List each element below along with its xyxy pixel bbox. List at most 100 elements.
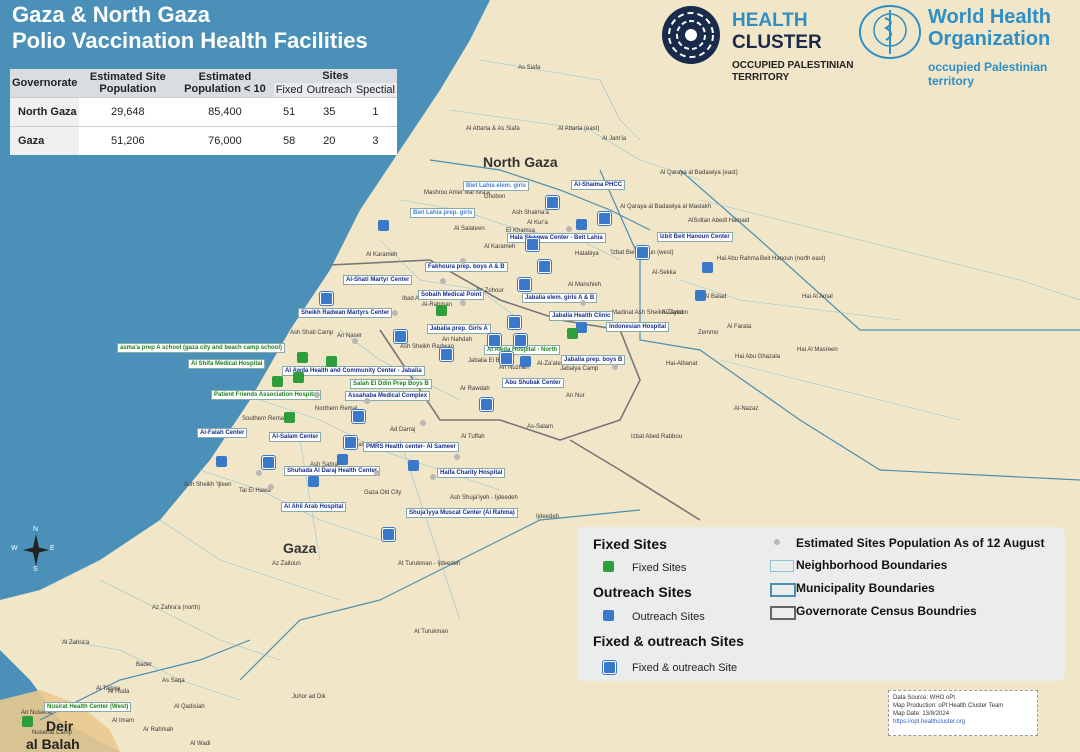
neighborhood-label: Al Qaraya al Badawiya (east) — [660, 170, 738, 176]
outreach-site-icon[interactable] — [576, 219, 587, 230]
neighborhood-label: An Naser — [337, 333, 363, 339]
neighborhood-label: As Saqa — [162, 678, 185, 684]
neighborhood-label: Madinat Ash Sheikh Zayed — [612, 310, 684, 316]
fixed-site-icon[interactable] — [297, 352, 308, 363]
fixed-outreach-site-icon[interactable] — [518, 278, 531, 291]
neighborhood-label: Zemmo — [698, 330, 719, 336]
neighborhood-label: El Khamsa — [506, 228, 536, 234]
summary-table: Governorate Estimated Site Population Es… — [10, 69, 397, 155]
fixed-outreach-site-icon[interactable] — [508, 316, 521, 329]
facility-label: Al-Salam Center — [269, 432, 322, 442]
neighborhood-label: Al Manshieh — [568, 282, 602, 288]
neighborhood-boundaries — [59, 59, 1080, 701]
neighborhood-label: Al Jam'ia — [602, 136, 627, 142]
population-dot-icon — [454, 454, 460, 460]
cell-governorate: North Gaza — [10, 97, 80, 127]
fixed-site-icon[interactable] — [22, 716, 33, 727]
neighborhood-label: Nuseirat Camp — [32, 730, 73, 736]
neighborhood-label: Al Balad — [704, 294, 727, 300]
who-sub1: occupied Palestinian — [928, 60, 1048, 74]
cell-pop: 51,206 — [79, 126, 177, 155]
fixed-site-icon[interactable] — [567, 328, 578, 339]
fixed-outreach-site-icon[interactable] — [538, 260, 551, 273]
fixed-site-icon[interactable] — [436, 305, 447, 316]
facility-label: Al-Falah Center — [197, 428, 248, 438]
outreach-site-icon[interactable] — [576, 322, 587, 333]
col-pop: Estimated Site Population — [79, 69, 177, 98]
outreach-site-icon[interactable] — [408, 460, 419, 471]
fixed-outreach-site-icon[interactable] — [514, 334, 527, 347]
map-title-line2: Polio Vaccination Health Facilities — [12, 28, 368, 53]
fixed-outreach-site-icon[interactable] — [320, 292, 333, 305]
facility-label: Izbit Beit Hanoun Center — [657, 232, 733, 242]
legend-fixed-icon — [603, 561, 614, 572]
fixed-outreach-site-icon[interactable] — [480, 398, 493, 411]
neighborhood-label: Al Karameh — [484, 244, 516, 250]
facility-label: Shuhada Al Daraj Health Center — [284, 466, 381, 476]
neighborhood-label: Al Huda — [108, 689, 130, 695]
neighborhood-label: Az Zahra'a (north) — [152, 605, 201, 611]
legend-both-header: Fixed & outreach Sites — [593, 633, 744, 649]
who-logo: World Health Organization occupied Pales… — [858, 4, 1068, 94]
outreach-site-icon[interactable] — [378, 220, 389, 231]
facility-label: Shuja'iyya Muscat Center (Al Rahma) — [406, 508, 518, 518]
neighborhood-label: Ijdeedeh — [536, 514, 560, 520]
legend-neighborhood: Neighborhood Boundaries — [796, 558, 948, 572]
hc-sub2: TERRITORY — [732, 72, 790, 83]
neighborhood-label: Hai Al Amal — [802, 294, 833, 300]
neighborhood-label: Al Imam — [112, 718, 135, 724]
who-emblem-icon — [859, 5, 921, 59]
outreach-site-icon[interactable] — [520, 356, 531, 367]
neighborhood-label: Al Tuffah — [461, 434, 485, 440]
fixed-outreach-site-icon[interactable] — [546, 196, 559, 209]
fixed-outreach-site-icon[interactable] — [382, 528, 395, 541]
facility-label: Al Awda Health and Community Center - Ja… — [282, 366, 425, 376]
facility-label: Nusirat Health Center (West) — [44, 702, 132, 712]
outreach-site-icon[interactable] — [702, 262, 713, 273]
facility-label: Abu Shubak Center — [502, 378, 564, 388]
legend-fixed-item: Fixed Sites — [632, 562, 687, 574]
fixed-outreach-site-icon[interactable] — [636, 246, 649, 259]
legend-fixed-header: Fixed Sites — [593, 536, 667, 552]
facility-label: Jabalia Health Clinic — [549, 311, 614, 321]
legend-pop-dot-icon — [774, 539, 780, 545]
legend-municipality-swatch — [770, 583, 796, 597]
fixed-outreach-site-icon[interactable] — [526, 238, 539, 251]
fixed-site-icon[interactable] — [284, 412, 295, 423]
outreach-site-icon[interactable] — [695, 290, 706, 301]
fixed-site-icon[interactable] — [293, 372, 304, 383]
credit-date: Map Date: 13/8/2024 — [893, 711, 950, 717]
facility-label: Sheikh Radwan Martyrs Center — [298, 308, 393, 318]
health-cluster-swirl-icon — [662, 6, 720, 64]
map-title-line1: Gaza & North Gaza — [12, 2, 211, 27]
neighborhood-label: Beit Hanoun (north east) — [760, 256, 826, 262]
facility-label: Biet Lahia elem. girls — [463, 181, 530, 191]
label-gaza: Gaza — [283, 540, 317, 556]
fixed-outreach-site-icon[interactable] — [500, 352, 513, 365]
fixed-outreach-site-icon[interactable] — [394, 330, 407, 343]
fixed-outreach-site-icon[interactable] — [488, 334, 501, 347]
outreach-site-icon[interactable] — [308, 476, 319, 487]
neighborhood-label: Al Farata — [727, 324, 752, 330]
outreach-site-icon[interactable] — [337, 454, 348, 465]
cell-fixed: 58 — [273, 126, 305, 155]
credit-production: Map Production: oPt Health Cluster Team — [893, 703, 1004, 709]
neighborhood-label: Al Kur'a — [527, 220, 548, 226]
outreach-site-icon[interactable] — [216, 456, 227, 467]
credit-link[interactable]: https://opt.healthcluster.org — [893, 719, 966, 725]
population-dot-icon — [460, 258, 466, 264]
fixed-outreach-site-icon[interactable] — [440, 348, 453, 361]
cell-pop10: 85,400 — [176, 97, 274, 127]
neighborhood-label: Ar Rahmah — [143, 727, 174, 733]
fixed-outreach-site-icon[interactable] — [344, 436, 357, 449]
fixed-outreach-site-icon[interactable] — [262, 456, 275, 469]
fixed-outreach-site-icon[interactable] — [598, 212, 611, 225]
neighborhood-label: Bader — [136, 662, 153, 668]
fixed-site-icon[interactable] — [326, 356, 337, 367]
fixed-site-icon[interactable] — [272, 376, 283, 387]
facility-label: Salah El Ddin Prep Boys B — [350, 379, 432, 389]
col-outreach: Outreach — [304, 83, 354, 98]
legend-neighborhood-swatch — [770, 560, 794, 572]
population-dot-icon — [352, 338, 358, 344]
fixed-outreach-site-icon[interactable] — [352, 410, 365, 423]
